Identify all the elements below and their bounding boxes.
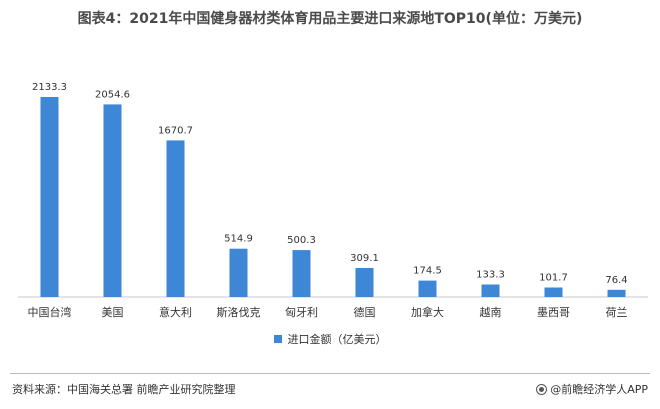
x-tick-label-4: 斯洛伐克 [217,305,261,319]
legend-swatch [273,335,282,343]
x-tick-label-2: 美国 [102,306,124,319]
x-tick-label-5: 匈牙利 [285,305,318,319]
data-label-2: 2054.6 [95,89,130,100]
data-label-10: 76.4 [605,275,627,286]
brand-attribution: @前瞻经济学人APP [536,381,648,397]
bar-2 [103,104,122,298]
data-label-1: 2133.3 [32,82,67,93]
legend-label: 进口金额（亿美元） [287,333,387,346]
bar-5 [292,250,311,297]
brand-logo-icon [536,383,548,395]
bar-3 [166,140,185,297]
data-label-5: 500.3 [287,235,316,246]
x-tick-label-6: 德国 [354,305,376,319]
brand-text: @前瞻经济学人APP [550,383,648,396]
x-tick-label-8: 越南 [480,305,502,319]
source-note: 资料来源：中国海关总署 前瞻产业研究院整理 [12,383,236,396]
bar-7 [418,280,437,297]
x-tick-label-1: 中国台湾 [28,305,72,319]
chart-title: 图表4：2021年中国健身器材类体育用品主要进口来源地TOP10(单位：万美元) [77,11,583,27]
footer-divider [10,373,650,374]
data-label-3: 1670.7 [158,125,193,136]
bar-8 [481,284,500,297]
bar-10 [607,289,626,297]
data-label-6: 309.1 [350,253,379,264]
x-tick-label-3: 意大利 [159,305,192,319]
bar-1 [40,97,59,297]
chart-legend: 进口金额（亿美元） [0,331,660,347]
data-label-9: 101.7 [539,273,568,284]
bar-9 [544,287,563,297]
x-tick-label-7: 加拿大 [411,305,444,319]
x-tick-label-10: 荷兰 [606,306,628,319]
x-tick-label-9: 墨西哥 [537,306,570,319]
data-label-4: 514.9 [224,234,253,245]
data-label-8: 133.3 [476,270,505,281]
data-label-7: 174.5 [413,266,442,277]
bar-6 [355,268,374,297]
bar-4 [229,248,248,297]
